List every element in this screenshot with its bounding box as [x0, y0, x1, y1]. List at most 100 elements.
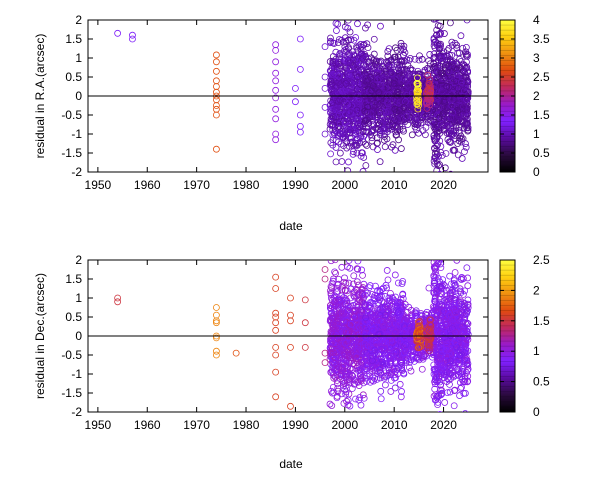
data-point	[213, 97, 219, 103]
data-point	[455, 152, 461, 158]
data-point	[213, 146, 219, 152]
data-point	[345, 168, 351, 174]
data-point	[355, 258, 361, 264]
x-tick-label: 1960	[134, 178, 161, 192]
data-point	[377, 159, 383, 165]
data-point	[358, 402, 364, 408]
data-point	[333, 28, 339, 34]
data-point	[398, 146, 404, 152]
colorbar-tick-label: 2	[533, 89, 540, 103]
data-point	[213, 106, 219, 112]
data-point	[329, 403, 335, 409]
data-point	[382, 144, 388, 150]
x-tick-label: 1980	[233, 178, 260, 192]
colorbar-tick-label: 0.5	[533, 146, 550, 160]
data-point	[129, 32, 135, 38]
data-point	[365, 45, 371, 51]
x-tick-label: 1950	[85, 418, 112, 432]
data-point	[297, 66, 303, 72]
data-point	[409, 132, 415, 138]
data-point	[388, 388, 394, 394]
data-point	[115, 30, 121, 36]
data-point	[213, 52, 219, 58]
y-tick-label: -1.5	[61, 386, 82, 400]
data-point	[273, 131, 279, 137]
x-tick-label: 2000	[331, 178, 358, 192]
colorbar-tick-label: 0	[533, 165, 540, 179]
data-point	[363, 163, 369, 169]
x-tick-label: 1990	[282, 178, 309, 192]
x-tick-label: 2020	[430, 178, 457, 192]
y-tick-label: 1	[75, 291, 82, 305]
x-tick-label: 2010	[381, 418, 408, 432]
data-point	[297, 129, 303, 135]
data-point	[371, 36, 377, 42]
data-point	[327, 401, 333, 407]
data-point	[273, 137, 279, 143]
data-point	[419, 366, 425, 372]
data-point	[273, 87, 279, 93]
x-tick-label: 1990	[282, 418, 309, 432]
y-tick-label: -1	[71, 127, 82, 141]
x-axis-label: date	[279, 457, 303, 471]
data-point	[371, 51, 377, 57]
colorbar-tick-label: 3.5	[533, 32, 550, 46]
data-point	[328, 258, 334, 264]
y-tick-label: 1	[75, 51, 82, 65]
data-point	[447, 20, 453, 26]
data-point	[384, 267, 390, 273]
y-axis-label: residual in R.A.(arcsec)	[33, 34, 47, 159]
data-point	[328, 151, 334, 157]
data-point	[322, 104, 328, 110]
y-axis-label: residual in Dec.(arcsec)	[33, 273, 47, 399]
data-point	[345, 159, 351, 165]
data-point	[297, 36, 303, 42]
data-point	[339, 264, 345, 270]
x-tick-label: 1970	[183, 418, 210, 432]
data-point	[360, 168, 366, 174]
data-point	[351, 273, 357, 279]
data-point	[378, 396, 384, 402]
data-point	[297, 112, 303, 118]
y-tick-label: -2	[71, 405, 82, 419]
y-tick-label: 1.5	[65, 272, 82, 286]
data-point	[374, 147, 380, 153]
colorbar-tick-label: 1	[533, 127, 540, 141]
y-tick-label: 0	[75, 329, 82, 343]
x-tick-label: 1970	[183, 178, 210, 192]
y-tick-label: -1	[71, 367, 82, 381]
x-tick-label: 1950	[85, 178, 112, 192]
data-point	[416, 130, 422, 136]
data-point	[273, 59, 279, 65]
y-tick-label: 0.5	[65, 310, 82, 324]
data-point	[339, 159, 345, 165]
data-point	[273, 42, 279, 48]
data-point	[360, 272, 366, 278]
data-point	[273, 47, 279, 53]
data-point	[273, 78, 279, 84]
data-point	[273, 106, 279, 112]
colorbar-tick-label: 1.5	[533, 108, 550, 122]
x-tick-label: 1980	[233, 418, 260, 432]
y-tick-label: 2	[75, 13, 82, 27]
y-tick-label: 0	[75, 89, 82, 103]
data-point	[322, 131, 328, 137]
x-tick-label: 2010	[381, 178, 408, 192]
x-tick-label: 2000	[331, 418, 358, 432]
data-point	[333, 270, 339, 276]
data-point	[354, 21, 360, 27]
y-tick-label: -2	[71, 165, 82, 179]
colorbar-tick-label: 2.5	[533, 70, 550, 84]
data-point	[333, 159, 339, 165]
data-point	[213, 112, 219, 118]
y-tick-label: -0.5	[61, 348, 82, 362]
data-point	[408, 368, 414, 374]
data-point	[378, 388, 384, 394]
data-point	[292, 99, 298, 105]
y-tick-label: 2	[75, 253, 82, 267]
data-point	[459, 155, 465, 161]
data-point	[322, 85, 328, 91]
